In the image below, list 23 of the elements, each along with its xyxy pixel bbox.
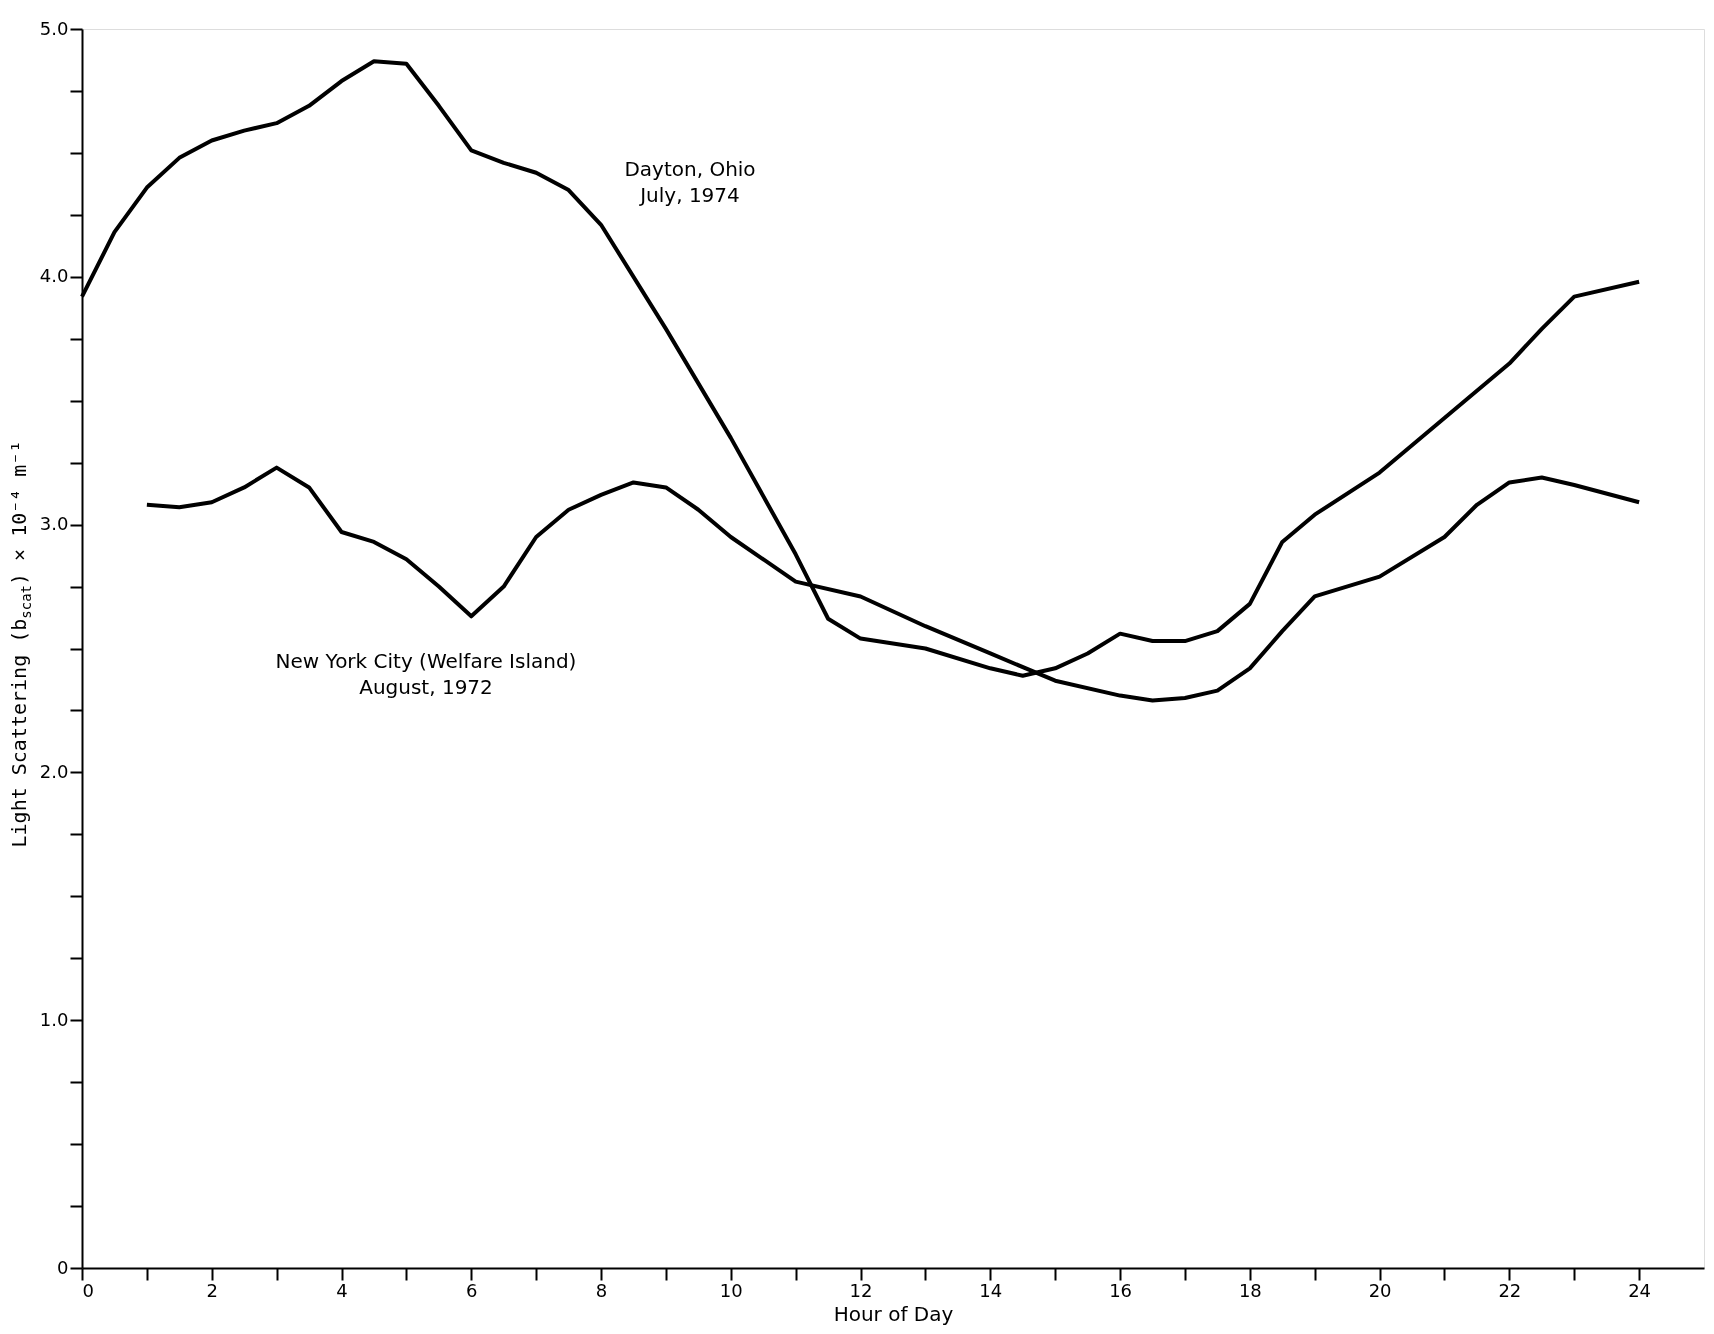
x-tick-label: 10 [719, 1279, 743, 1301]
x-tick-label: 6 [466, 1279, 478, 1301]
x-tick-label: 12 [849, 1279, 873, 1301]
y-tick-label: 5.0 [39, 17, 69, 39]
y-axis-title: Light Scattering (bscat) × 10⁻⁴ m⁻¹ [7, 440, 34, 848]
y-tick-label: 0 [57, 1256, 69, 1278]
x-tick-label: 14 [979, 1279, 1003, 1301]
x-tick-label: 0 [82, 1279, 94, 1301]
x-tick-label: 20 [1368, 1279, 1392, 1301]
y-tick-label: 1.0 [39, 1008, 69, 1030]
x-tick-label: 2 [206, 1279, 218, 1301]
y-tick-label: 4.0 [39, 265, 69, 287]
x-tick-label: 8 [595, 1279, 608, 1301]
x-axis-title: Hour of Day [833, 1301, 954, 1326]
x-tick-label: 4 [336, 1279, 348, 1301]
annotation: Dayton, Ohio July, 1974 [624, 157, 756, 208]
x-tick-label: 16 [1109, 1279, 1133, 1301]
annotation: New York City (Welfare Island) August, 1972 [275, 649, 577, 700]
y-tick-label: 3.0 [39, 513, 69, 535]
x-tick-label: 22 [1498, 1279, 1522, 1301]
y-tick-label: 2.0 [39, 760, 69, 782]
x-tick-label: 18 [1238, 1279, 1262, 1301]
x-tick-label: 24 [1628, 1279, 1652, 1301]
